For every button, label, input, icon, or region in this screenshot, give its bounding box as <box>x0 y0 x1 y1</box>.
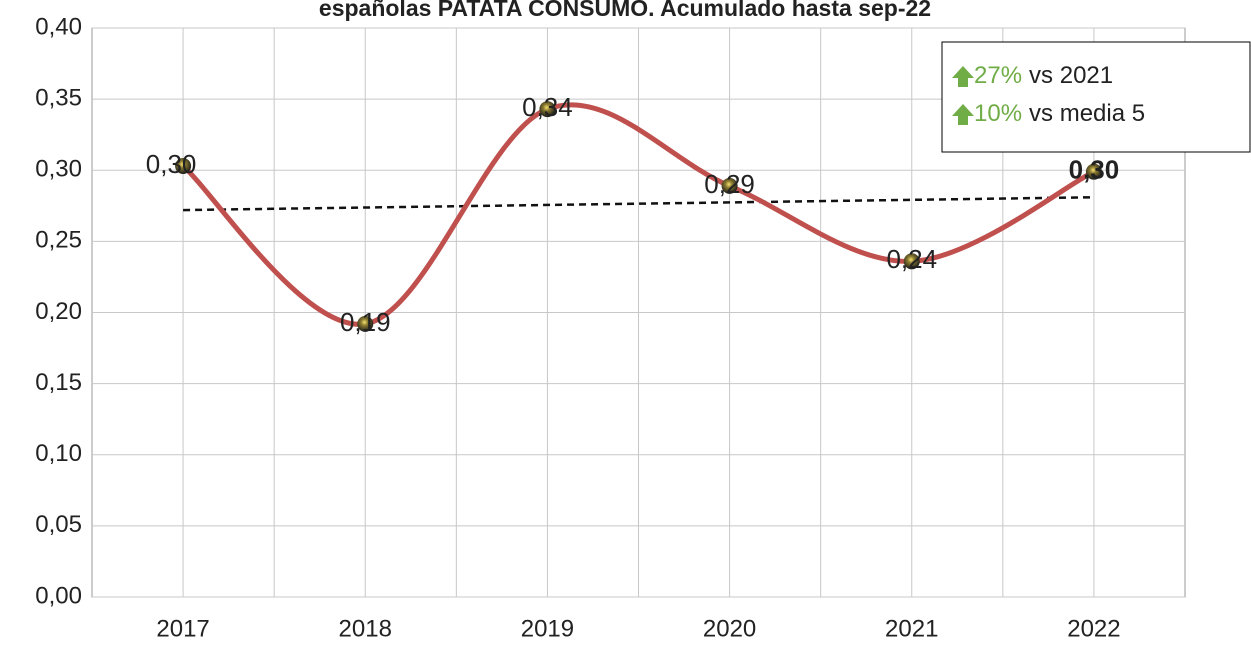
chart-title: españolas PATATA CONSUMO. Acumulado hast… <box>319 0 931 21</box>
annotation: 27% vs 2021 <box>974 62 1113 89</box>
y-tick-label: 0,35 <box>35 84 82 111</box>
series-line <box>181 102 1096 327</box>
point-marker <box>175 157 192 174</box>
up-arrow-icon <box>952 104 974 125</box>
y-tick-label: 0,15 <box>35 369 82 396</box>
annotation-value: 10% <box>974 100 1022 127</box>
x-tick-label: 2018 <box>339 615 392 642</box>
y-tick-label: 0,00 <box>35 582 82 609</box>
data-label: 0,30 <box>1069 155 1120 185</box>
annotation: 10% vs media 5 <box>974 100 1145 127</box>
up-arrow-icon <box>952 66 974 87</box>
annotation-value: 27% <box>974 62 1022 89</box>
data-label: 0,29 <box>704 169 755 199</box>
trendline <box>183 196 1094 212</box>
data-label: 0,30 <box>146 149 197 179</box>
point-marker <box>721 177 738 194</box>
data-label: 0,34 <box>522 92 573 122</box>
x-tick-label: 2021 <box>885 615 938 642</box>
annotation-text: vs media 5 <box>1029 100 1145 127</box>
point-marker <box>903 253 920 270</box>
y-tick-label: 0,40 <box>35 13 82 40</box>
y-tick-label: 0,30 <box>35 156 82 183</box>
point-marker <box>1085 163 1102 180</box>
x-tick-label: 2022 <box>1067 615 1120 642</box>
x-tick-label: 2020 <box>703 615 756 642</box>
y-tick-label: 0,05 <box>35 511 82 538</box>
annotation-text: vs 2021 <box>1029 62 1113 89</box>
y-tick-label: 0,10 <box>35 440 82 467</box>
data-label: 0,24 <box>886 244 937 274</box>
y-tick-label: 0,20 <box>35 298 82 325</box>
point-marker <box>357 315 374 332</box>
data-label: 0,19 <box>340 307 391 337</box>
x-tick-label: 2019 <box>521 615 574 642</box>
point-marker <box>539 101 556 118</box>
x-tick-label: 2017 <box>156 615 209 642</box>
annotation-box <box>941 41 1251 153</box>
y-tick-label: 0,25 <box>35 227 82 254</box>
